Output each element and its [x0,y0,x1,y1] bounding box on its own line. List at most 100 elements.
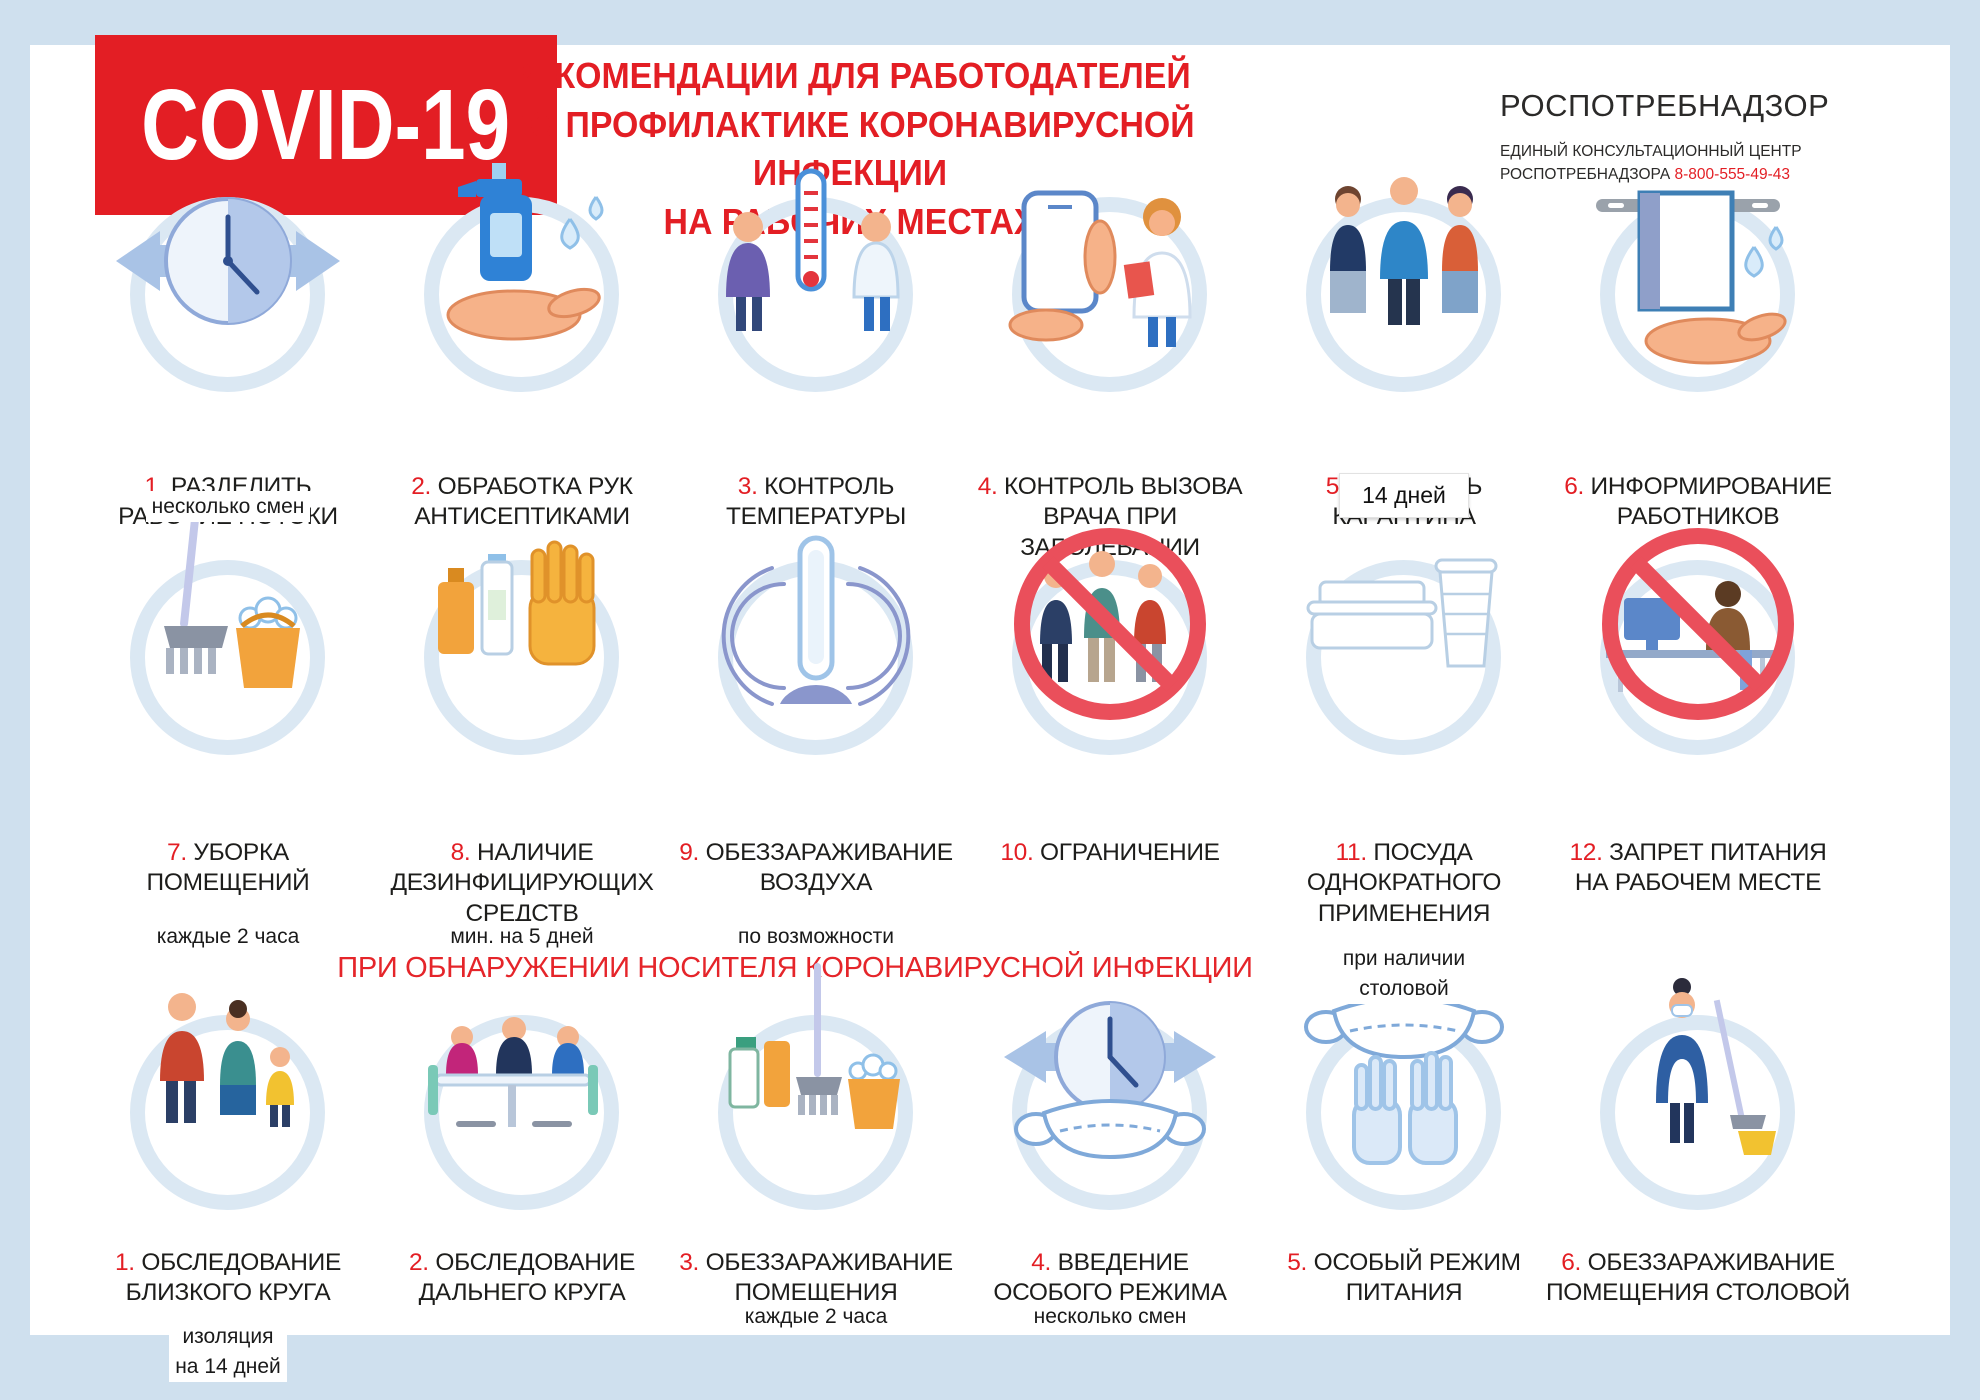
disinfectants-icon [438,540,596,666]
covid19-badge: COVID-19 [95,35,557,215]
item-caption: 6. ОБЕЗЗАРАЖИВАНИЕ ПОМЕЩЕНИЯ СТОЛОВОЙ [1545,1248,1851,1309]
people-group-icon [1330,177,1478,325]
temperature-check-icon [726,168,900,331]
item-special-meal-regime: 5. ОСОБЫЙ РЕЖИМ ПИТАНИЯ [1257,996,1551,1358]
item-number: 11. [1335,839,1367,866]
recommendations-row-2: каждые 2 часа 7. УБОРКА ПОМЕЩЕНИЙ [81,506,1845,1004]
item-label: ОБСЛЕДОВАНИЕ БЛИЗКОГО КРУГА [125,1249,342,1307]
item-number: 6. [1561,1249,1582,1276]
item-number: 4. [1031,1249,1052,1276]
org-name: РОСПОТРЕБНАДЗОР [1500,88,1830,123]
org-contact-line1: ЕДИНЫЙ КОНСУЛЬТАЦИОННЫЙ ЦЕНТР [1500,143,1802,160]
item-caption: 8. НАЛИЧИЕ ДЕЗИНФИЦИРУЮЩИХ СРЕДСТВ [369,838,675,929]
item-far-circle-exam: 2. ОБСЛЕДОВАНИЕ ДАЛЬНЕГО КРУГА [375,1015,669,1358]
item-note: каждые 2 часа [635,1300,997,1332]
poster-title: РЕКОМЕНДАЦИИ ДЛЯ РАБОТОДАТЕЛЕЙ ПО ПРОФИЛ… [455,52,1245,246]
item-caption: 9. ОБЕЗЗАРАЖИВАНИЕ ВОЗДУХА [663,838,969,899]
item-split-work-flows: несколько смен 1. РАЗДЕЛИТЬ РАБОЧИЕ ПОТО… [81,197,375,562]
item-close-circle-exam: изоляция на 14 дней 1. ОБСЛЕДОВАНИЕ БЛИЗ… [81,993,375,1382]
item-number: 2. [408,1249,429,1276]
item-disposable-tableware: при наличии столовой 11. ПОСУДА ОДНОКРАТ… [1257,558,1551,1004]
item-hand-antiseptic: 2. ОБРАБОТКА РУК АНТИСЕПТИКАМИ [375,163,669,562]
rospotrebnadzor-block: РОСПОТРЕБНАДЗОР ЕДИНЫЙ КОНСУЛЬТАЦИОННЫЙ … [1500,88,1920,187]
cleaner-icon [1656,978,1776,1155]
item-number: 5. [1287,1249,1308,1276]
item-caption: 12. ЗАПРЕТ ПИТАНИЯ НА РАБОЧЕМ МЕСТЕ [1545,838,1851,899]
item-label: ОБЕЗЗАРАЖИВАНИЕ ПОМЕЩЕНИЯ СТОЛОВОЙ [1546,1249,1850,1307]
mop-bucket-icon [164,506,300,688]
item-label: ОБЕЗЗАРАЖИВАНИЕ ВОЗДУХА [705,839,953,897]
item-note: каждые 2 часа [47,920,409,952]
item-number: 8. [450,839,471,866]
item-room-cleaning: каждые 2 часа 7. УБОРКА ПОМЕЩЕНИЙ [81,506,375,958]
item-note: изоляция на 14 дней [47,1321,409,1382]
covid19-badge-label: COVID-19 [141,68,511,181]
item-caption: 2. ОБРАБОТКА РУК АНТИСЕПТИКАМИ [369,472,675,533]
item-crowd-restriction: 10. ОГРАНИЧЕНИЕ [963,528,1257,958]
clock-mask-icon [1004,1001,1216,1160]
item-note: мин. на 5 дней [341,920,703,952]
item-label: ОСОБЫЙ РЕЖИМ ПИТАНИЯ [1313,1249,1521,1307]
item-caption: 6. ИНФОРМИРОВАНИЕ РАБОТНИКОВ [1545,472,1851,533]
item-disinfectants-stock: мин. на 5 дней 8. НАЛИЧИЕ ДЕЗИНФИЦИРУЮЩИ… [375,540,669,958]
mask-gloves-icon [1304,996,1504,1165]
item-note: несколько смен [929,1300,1291,1332]
item-label: НАЛИЧИЕ ДЕЗИНФИЦИРУЮЩИХ СРЕДСТВ [390,839,654,927]
family-icon [160,993,294,1127]
doctor-call-icon [1008,190,1192,347]
item-caption: 10. ОГРАНИЧЕНИЕ [957,838,1263,868]
item-number: 9. [679,839,700,866]
item-note: по возможности [635,920,997,952]
item-number: 2. [411,473,432,500]
item-caption: 5. ОСОБЫЙ РЕЖИМ ПИТАНИЯ [1251,1248,1557,1309]
title-line-1: РЕКОМЕНДАЦИИ ДЛЯ РАБОТОДАТЕЛЕЙ [509,55,1191,96]
item-caption: 7. УБОРКА ПОМЕЩЕНИЙ [75,838,381,899]
towel-hand-icon [1596,190,1787,365]
uv-lamp-icon [721,535,911,706]
item-caption: 11. ПОСУДА ОДНОКРАТНОГО ПРИМЕНЕНИЯ [1251,838,1557,929]
item-label: ВВЕДЕНИЕ ОСОБОГО РЕЖИМА [993,1249,1227,1307]
carrier-actions-row: изоляция на 14 дней 1. ОБСЛЕДОВАНИЕ БЛИЗ… [81,963,1850,1382]
eating-ban-icon [1602,528,1794,720]
item-note: несколько смен [47,490,409,522]
item-number: 12. [1569,839,1603,866]
item-caption: 3. КОНТРОЛЬ ТЕМПЕРАТУРЫ [663,472,969,533]
title-line-2: ПО ПРОФИЛАКТИКЕ КОРОНАВИРУСНОЙ ИНФЕКЦИИ [505,103,1195,194]
item-number: 3. [737,473,758,500]
item-number: 10. [1000,839,1034,866]
item-label: ОБРАБОТКА РУК АНТИСЕПТИКАМИ [414,473,633,531]
org-contact: ЕДИНЫЙ КОНСУЛЬТАЦИОННЫЙ ЦЕНТР РОСПОТРЕБН… [1500,140,1920,187]
item-special-regime: несколько смен 4. ВВЕДЕНИЕ ОСОБОГО РЕЖИМ… [963,1001,1257,1358]
item-quarantine-control: 14 дней 5. КОНТРОЛЬ КАРАНТИНА [1257,177,1551,562]
item-air-disinfection: по возможности 9. ОБЕЗЗАРАЖИВАНИЕ ВОЗДУХ… [669,535,963,958]
org-phone-number: 8-800-555-49-43 [1674,166,1790,184]
item-caption: 1. ОБСЛЕДОВАНИЕ БЛИЗКОГО КРУГА [75,1248,381,1309]
carrier-detected-heading: ПРИ ОБНАРУЖЕНИИ НОСИТЕЛЯ КОРОНАВИРУСНОЙ … [337,952,1253,984]
meeting-table-icon [428,1017,598,1127]
item-number: 1. [114,1249,135,1276]
item-label: ОБЕЗЗАРАЖИВАНИЕ ПОМЕЩЕНИЯ [705,1249,953,1307]
item-temperature-control: 3. КОНТРОЛЬ ТЕМПЕРАТУРЫ [669,168,963,562]
sanitizer-hand-icon [446,163,604,341]
org-contact-name: РОСПОТРЕБНАДЗОРА [1500,166,1671,184]
org-contact-line2: РОСПОТРЕБНАДЗОРА 8-800-555-49-43 [1500,163,1920,186]
item-label: УБОРКА ПОМЕЩЕНИЙ [146,839,310,897]
crowd-ban-icon [1014,528,1206,720]
item-canteen-disinfection: 6. ОБЕЗЗАРАЖИВАНИЕ ПОМЕЩЕНИЯ СТОЛОВОЙ [1546,978,1850,1358]
recommendations-row-1: несколько смен 1. РАЗДЕЛИТЬ РАБОЧИЕ ПОТО… [81,163,1845,562]
item-room-disinfection: каждые 2 часа 3. ОБЕЗЗАРАЖИВАНИЕ ПОМЕЩЕН… [669,963,963,1358]
item-number: 6. [1564,473,1585,500]
item-inform-workers: 6. ИНФОРМИРОВАНИЕ РАБОТНИКОВ [1551,190,1845,562]
item-number: 7. [167,839,187,866]
item-label: ОГРАНИЧЕНИЕ [1040,839,1220,866]
item-label: ПОСУДА ОДНОКРАТНОГО ПРИМЕНЕНИЯ [1306,839,1502,927]
item-number: 3. [679,1249,700,1276]
item-label: ИНФОРМИРОВАНИЕ РАБОТНИКОВ [1590,473,1833,531]
item-caption: 2. ОБСЛЕДОВАНИЕ ДАЛЬНЕГО КРУГА [369,1248,675,1309]
disposable-tableware-icon [1306,558,1498,668]
item-label: КОНТРОЛЬ ТЕМПЕРАТУРЫ [725,473,907,531]
item-label: ЗАПРЕТ ПИТАНИЯ НА РАБОЧЕМ МЕСТЕ [1574,839,1827,897]
shift-clock-icon [116,197,340,325]
item-caption: 4. ВВЕДЕНИЕ ОСОБОГО РЕЖИМА [957,1248,1263,1309]
